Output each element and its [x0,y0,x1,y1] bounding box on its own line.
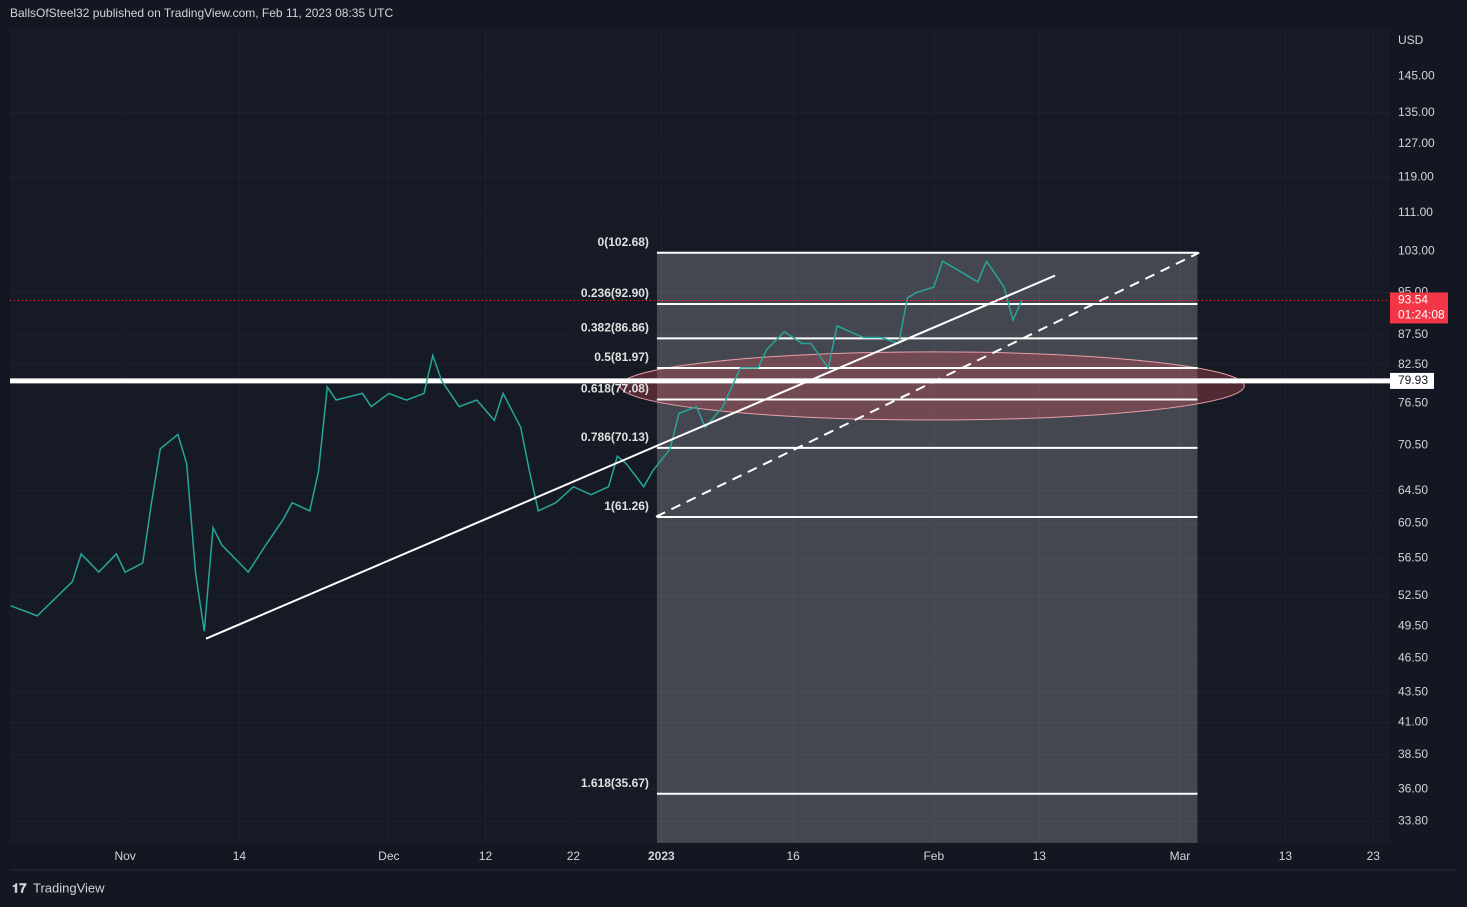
x-tick-label: 2023 [648,849,675,863]
y-tick-label: 36.00 [1398,781,1428,795]
y-tick-label: 76.50 [1398,396,1428,410]
x-tick-label: 14 [233,849,247,863]
x-tick-label: 23 [1367,849,1381,863]
y-tick-label: 103.00 [1398,243,1435,257]
x-tick-label: 22 [567,849,581,863]
x-tick-label: 13 [1033,849,1047,863]
y-tick-label: 145.00 [1398,68,1435,82]
zone [619,351,1245,421]
y-tick-label: 60.50 [1398,516,1428,530]
price-line [10,259,1023,632]
x-tick-label: Mar [1170,849,1191,863]
trendline [205,274,1056,640]
last-price-label: 93.54 [1398,293,1428,307]
y-tick-label: 38.50 [1398,747,1428,761]
support-tag [1390,372,1434,389]
y-tick-label: 56.50 [1398,551,1428,565]
y-tick-label: 87.50 [1398,327,1428,341]
x-tick-label: 12 [479,849,493,863]
x-tick-label: 16 [786,849,800,863]
x-tick-label: 13 [1279,849,1293,863]
support-label: 79.93 [1398,373,1428,387]
y-tick-label: 43.50 [1398,684,1428,698]
fib-label: 0.382(86.86) [581,321,649,335]
fib-label: 0.618(77.08) [581,382,649,396]
countdown: 01:24:08 [1398,308,1445,322]
y-tick-label: 82.50 [1398,357,1428,371]
y-tick-label: 52.50 [1398,588,1428,602]
fib-label: 1.618(35.67) [581,776,649,790]
fib-label: 1(61.26) [604,499,649,513]
y-tick-label: 49.50 [1398,618,1428,632]
y-tick-label: 70.50 [1398,437,1428,451]
y-tick-label: 33.80 [1398,814,1428,828]
x-tick-label: Nov [114,849,135,863]
fib-label: 0.5(81.97) [594,350,649,364]
logo: 𝟏𝟕 [12,880,27,895]
plot-area [10,28,1390,843]
x-tick-label: Dec [378,849,399,863]
x-tick-label: Feb [923,849,944,863]
y-tick-label: 127.00 [1398,136,1435,150]
header: BallsOfSteel32 published on TradingView.… [10,6,393,20]
y-tick-label: 119.00 [1398,169,1434,183]
fib-label: 0(102.68) [598,235,649,249]
currency: USD [1398,33,1424,47]
fib-area [656,252,1198,843]
fib-label: 0.786(70.13) [581,430,649,444]
y-tick-label: 111.00 [1398,205,1433,219]
y-tick-label: 46.50 [1398,650,1428,664]
y-tick-label: 41.00 [1398,715,1428,729]
footer: TradingView [33,880,105,895]
y-tick-label: 135.00 [1398,105,1435,119]
y-tick-label: 64.50 [1398,483,1428,497]
fib-label: 0.236(92.90) [581,286,649,300]
last-price-tag [1390,292,1448,324]
